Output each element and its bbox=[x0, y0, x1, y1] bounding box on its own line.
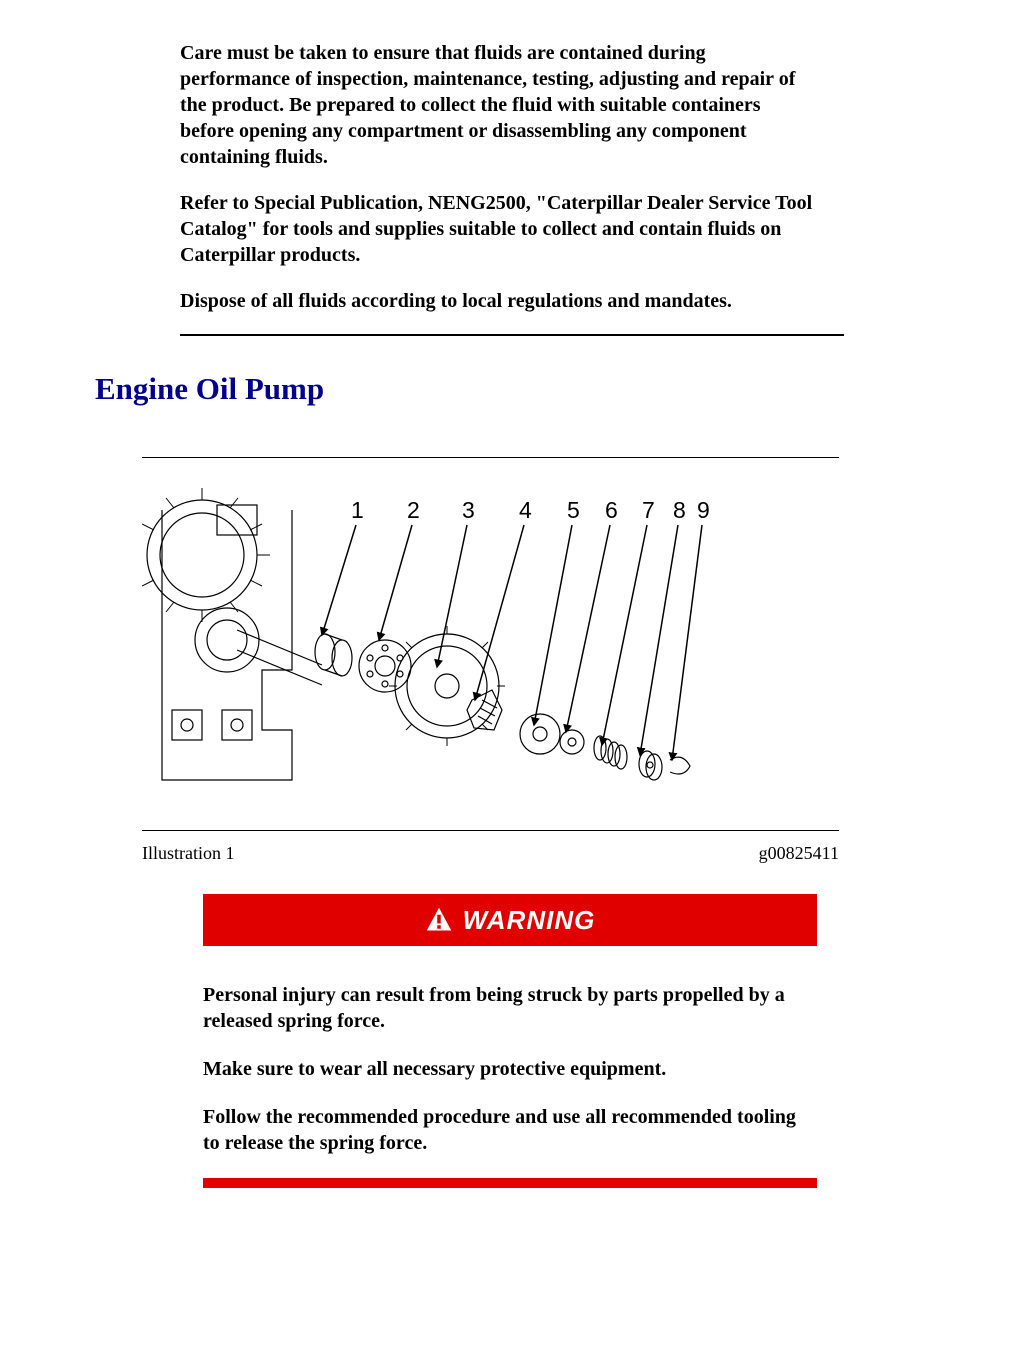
callout-6: 6 bbox=[605, 497, 618, 524]
callout-9: 9 bbox=[697, 497, 710, 524]
notice-paragraph-1: Care must be taken to ensure that fluids… bbox=[180, 40, 817, 170]
divider-top bbox=[180, 334, 844, 336]
callout-5: 5 bbox=[567, 497, 580, 524]
callout-number-row: 1 2 3 4 5 6 7 8 9 bbox=[142, 497, 712, 527]
notice-paragraph-3: Dispose of all fluids according to local… bbox=[180, 288, 817, 314]
callout-3: 3 bbox=[462, 497, 475, 524]
callout-1: 1 bbox=[351, 497, 364, 524]
warning-bar: WARNING bbox=[203, 894, 817, 946]
warning-paragraph-3: Follow the recommended procedure and use… bbox=[203, 1104, 817, 1156]
warning-bottom-rule bbox=[203, 1178, 817, 1188]
callout-2: 2 bbox=[407, 497, 420, 524]
callout-8: 8 bbox=[673, 497, 686, 524]
illustration-caption-right: g00825411 bbox=[759, 843, 839, 864]
warning-body: Personal injury can result from being st… bbox=[203, 946, 817, 1156]
callout-4: 4 bbox=[519, 497, 532, 524]
notice-paragraph-2: Refer to Special Publication, NENG2500, … bbox=[180, 190, 817, 268]
warning-triangle-icon bbox=[425, 906, 453, 934]
illustration-divider-bottom bbox=[142, 830, 839, 831]
warning-paragraph-1: Personal injury can result from being st… bbox=[203, 982, 817, 1034]
illustration-wrap: 1 2 3 4 5 6 7 8 9 bbox=[142, 470, 839, 800]
section-title: Engine Oil Pump bbox=[95, 371, 929, 407]
illustration-caption-row: Illustration 1 g00825411 bbox=[142, 843, 839, 864]
illustration-divider-top bbox=[142, 457, 839, 458]
warning-label: WARNING bbox=[463, 905, 596, 936]
fluid-notice: Care must be taken to ensure that fluids… bbox=[180, 40, 817, 314]
warning-paragraph-2: Make sure to wear all necessary protecti… bbox=[203, 1056, 817, 1082]
illustration-caption-left: Illustration 1 bbox=[142, 843, 235, 864]
callout-7: 7 bbox=[642, 497, 655, 524]
engine-oil-pump-illustration: 1 2 3 4 5 6 7 8 9 bbox=[142, 470, 712, 800]
